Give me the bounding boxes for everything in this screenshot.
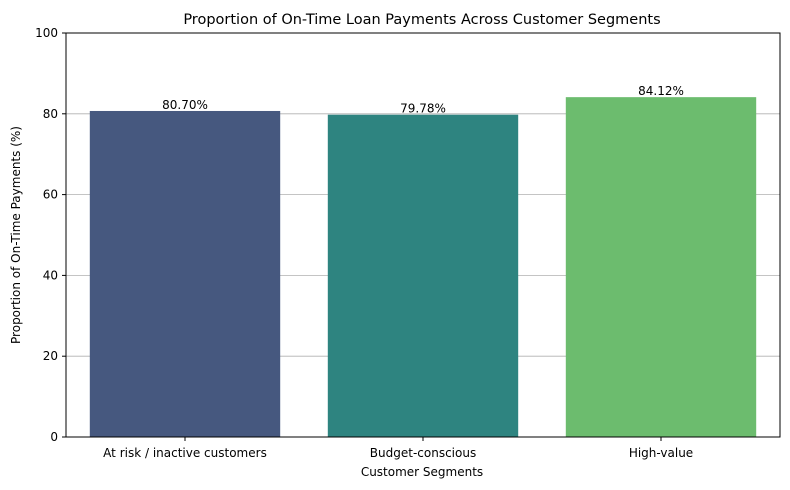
y-tick-label: 80 — [43, 107, 58, 121]
y-tick-label: 40 — [43, 268, 58, 282]
data-label: 80.70% — [162, 98, 208, 112]
y-tick-label: 20 — [43, 349, 58, 363]
data-label: 79.78% — [400, 102, 446, 116]
x-tick-label: High-value — [629, 446, 693, 460]
data-label: 84.12% — [638, 84, 684, 98]
y-axis-label: Proportion of On-Time Payments (%) — [9, 126, 23, 344]
data-labels: 80.70% 79.78% 84.12% — [162, 84, 684, 116]
bars-layer — [89, 97, 757, 438]
bar — [327, 114, 519, 438]
chart-title: Proportion of On-Time Loan Payments Acro… — [183, 12, 660, 28]
y-tick-label: 0 — [50, 430, 58, 444]
y-tick-label: 100 — [35, 26, 58, 40]
x-axis: At risk / inactive customers Budget-consc… — [103, 437, 693, 460]
bar — [565, 97, 757, 437]
x-tick-label: At risk / inactive customers — [103, 446, 267, 460]
x-axis-label: Customer Segments — [361, 465, 483, 479]
y-tick-label: 60 — [43, 188, 58, 202]
bar — [89, 110, 281, 438]
y-axis: 0 20 40 60 80 100 — [35, 26, 66, 444]
x-tick-label: Budget-conscious — [370, 446, 476, 460]
